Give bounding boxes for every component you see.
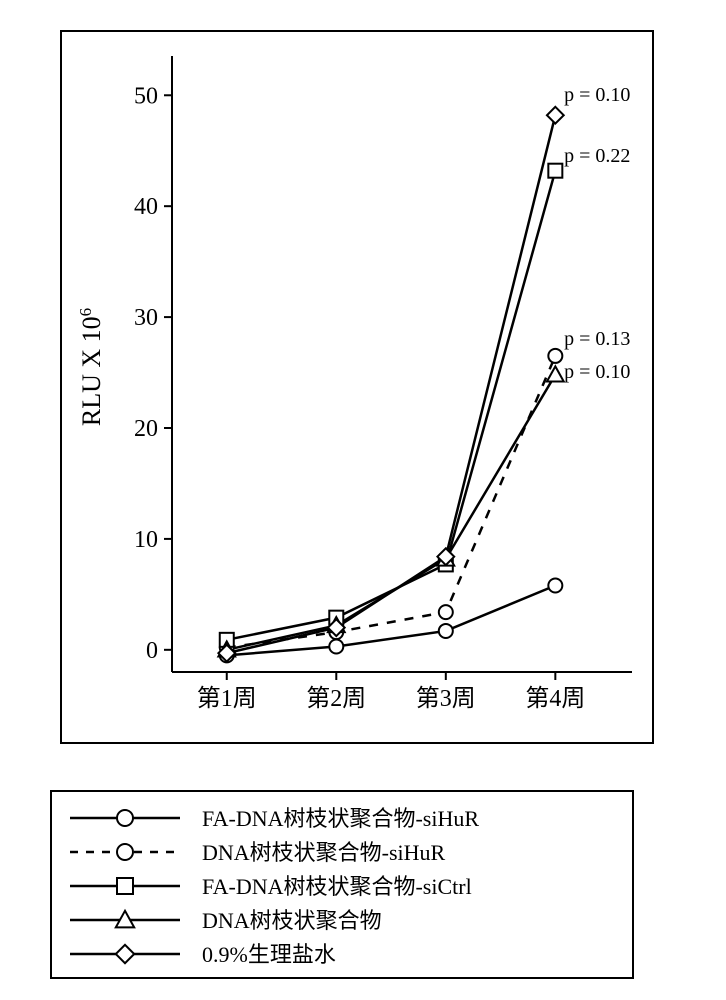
svg-text:第3周: 第3周 <box>416 685 476 712</box>
legend: FA-DNA树枝状聚合物-siHuR DNA树枝状聚合物-siHuR FA-DNA树… <box>52 792 632 977</box>
svg-text:DNA树枝状聚合物: DNA树枝状聚合物 <box>202 908 382 933</box>
svg-text:RLU X 106: RLU X 106 <box>76 308 107 426</box>
svg-text:0.9%生理盐水: 0.9%生理盐水 <box>202 942 336 967</box>
svg-text:20: 20 <box>134 416 158 442</box>
line-chart: 0 10 20 30 40 50 第1周 第2周 第3周 第4周 RLU X 106 p = 0.10… <box>62 32 652 742</box>
page: 0 10 20 30 40 50 第1周 第2周 第3周 第4周 RLU X 106 p = 0.10… <box>0 0 726 1000</box>
svg-text:40: 40 <box>134 194 158 220</box>
svg-text:第4周: 第4周 <box>525 685 585 712</box>
svg-text:0: 0 <box>146 638 158 664</box>
svg-text:p = 0.22: p = 0.22 <box>564 145 630 167</box>
svg-text:第1周: 第1周 <box>197 685 257 712</box>
svg-text:p = 0.10: p = 0.10 <box>564 84 630 106</box>
legend-panel: FA-DNA树枝状聚合物-siHuR DNA树枝状聚合物-siHuR FA-DNA树… <box>50 790 634 979</box>
svg-text:50: 50 <box>134 83 158 109</box>
svg-text:FA-DNA树枝状聚合物-siCtrl: FA-DNA树枝状聚合物-siCtrl <box>202 874 472 899</box>
svg-text:10: 10 <box>134 527 158 553</box>
svg-text:第2周: 第2周 <box>306 685 366 712</box>
svg-text:DNA树枝状聚合物-siHuR: DNA树枝状聚合物-siHuR <box>202 840 446 865</box>
chart-panel: 0 10 20 30 40 50 第1周 第2周 第3周 第4周 RLU X 106 p = 0.10… <box>60 30 654 744</box>
svg-text:p = 0.13: p = 0.13 <box>564 328 630 350</box>
svg-text:p = 0.10: p = 0.10 <box>564 361 630 383</box>
svg-text:30: 30 <box>134 305 158 331</box>
svg-text:FA-DNA树枝状聚合物-siHuR: FA-DNA树枝状聚合物-siHuR <box>202 806 479 831</box>
